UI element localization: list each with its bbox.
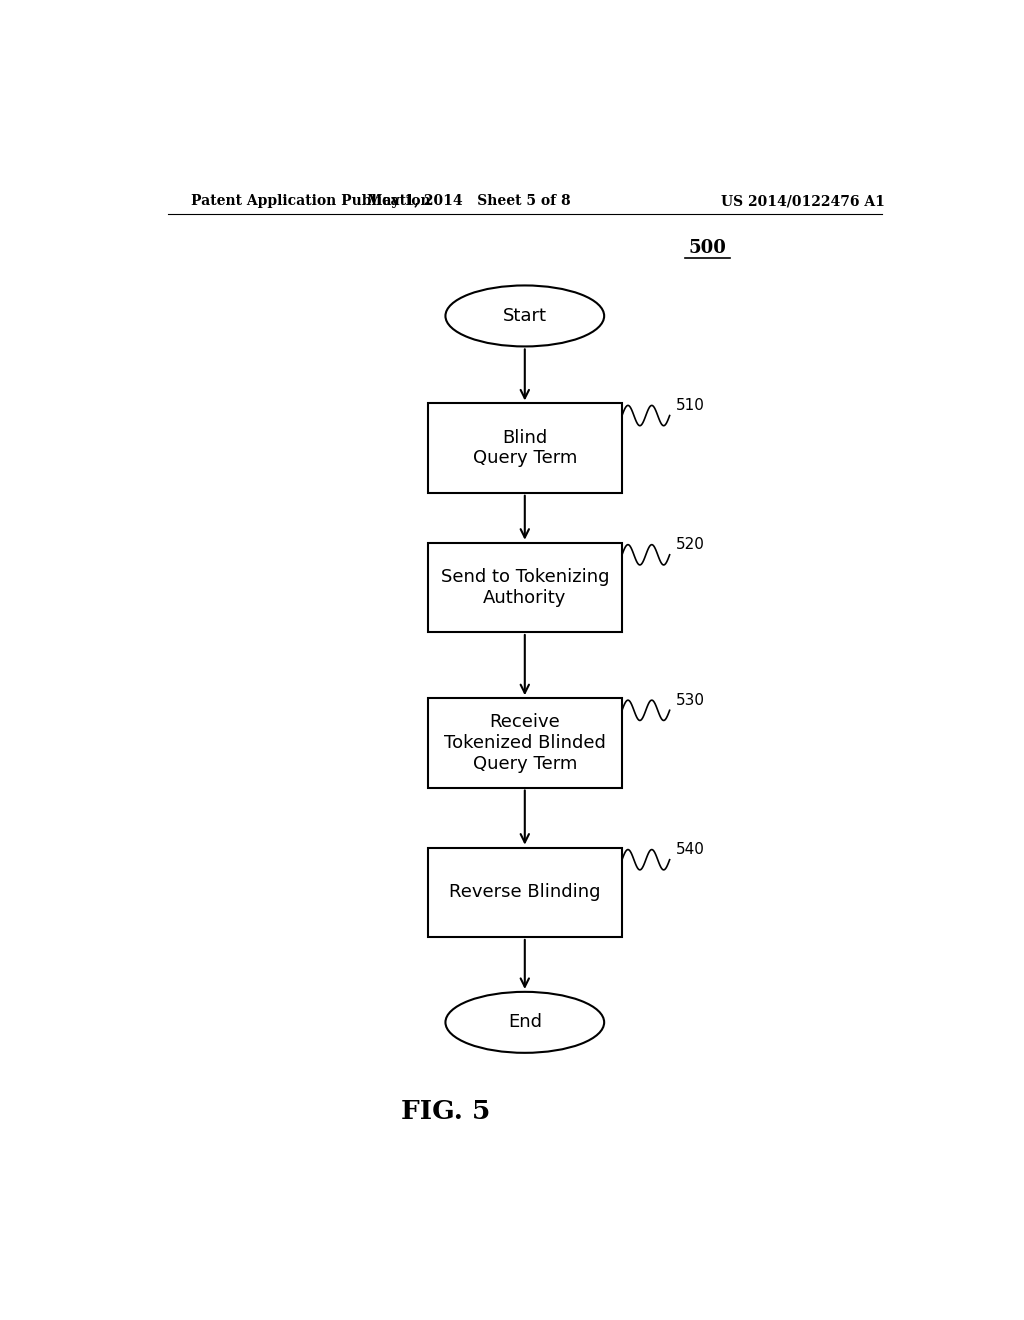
Bar bbox=[428, 847, 622, 937]
Text: 510: 510 bbox=[676, 397, 705, 413]
Text: US 2014/0122476 A1: US 2014/0122476 A1 bbox=[721, 194, 885, 209]
Text: May 1, 2014   Sheet 5 of 8: May 1, 2014 Sheet 5 of 8 bbox=[368, 194, 571, 209]
Text: Blind
Query Term: Blind Query Term bbox=[473, 429, 577, 467]
Text: Send to Tokenizing
Authority: Send to Tokenizing Authority bbox=[440, 568, 609, 607]
Text: Reverse Blinding: Reverse Blinding bbox=[450, 883, 600, 902]
Text: End: End bbox=[508, 1014, 542, 1031]
Text: FIG. 5: FIG. 5 bbox=[400, 1100, 490, 1125]
Text: 530: 530 bbox=[676, 693, 705, 708]
Text: 520: 520 bbox=[676, 537, 705, 552]
Text: 500: 500 bbox=[688, 239, 726, 257]
Text: Start: Start bbox=[503, 308, 547, 325]
Bar bbox=[428, 404, 622, 492]
Text: Receive
Tokenized Blinded
Query Term: Receive Tokenized Blinded Query Term bbox=[443, 713, 606, 772]
Text: 540: 540 bbox=[676, 842, 705, 857]
Bar bbox=[428, 543, 622, 632]
Bar bbox=[428, 698, 622, 788]
Text: Patent Application Publication: Patent Application Publication bbox=[191, 194, 431, 209]
